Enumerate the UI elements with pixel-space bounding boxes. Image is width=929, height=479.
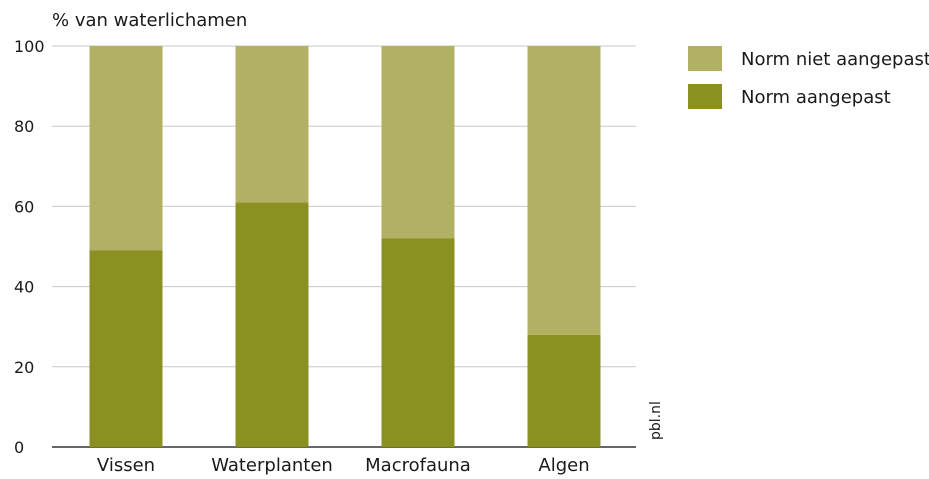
legend-label: Norm niet aangepast: [741, 49, 929, 70]
bar-segment-norm-aangepast-1: [235, 202, 309, 447]
y-tick-label: 20: [14, 358, 34, 377]
y-tick-label: 40: [14, 278, 34, 297]
y-axis-title: % van waterlichamen: [52, 10, 247, 31]
x-tick-label: Macrofauna: [365, 455, 471, 475]
bars: [89, 46, 601, 447]
x-tick-label: Waterplanten: [211, 455, 333, 475]
y-tick-label: 60: [14, 197, 34, 216]
source-label: pbl.nl: [648, 401, 664, 440]
y-tick-label: 0: [14, 438, 24, 457]
y-tick-label: 100: [14, 37, 45, 56]
bar-segment-norm-aangepast-0: [89, 250, 163, 447]
x-tick-labels: Vissen Waterplanten Macrofauna Algen: [97, 455, 590, 476]
legend-swatch: [688, 84, 722, 109]
bar-segment-norm-niet-aangepast-1: [235, 46, 309, 203]
legend: Norm niet aangepast Norm aangepast: [688, 46, 929, 109]
bar-segment-norm-niet-aangepast-3: [527, 46, 601, 335]
legend-label: Norm aangepast: [741, 87, 891, 108]
legend-swatch: [688, 46, 722, 71]
y-tick-label: 80: [14, 117, 34, 136]
bar-segment-norm-niet-aangepast-2: [381, 46, 455, 239]
bar-segment-norm-niet-aangepast-0: [89, 46, 163, 251]
x-tick-label: Vissen: [97, 455, 155, 475]
y-tick-labels: 0 20 40 60 80 100: [14, 37, 45, 457]
bar-segment-norm-aangepast-3: [527, 334, 601, 447]
bar-segment-norm-aangepast-2: [381, 238, 455, 447]
x-tick-label: Algen: [538, 455, 589, 475]
